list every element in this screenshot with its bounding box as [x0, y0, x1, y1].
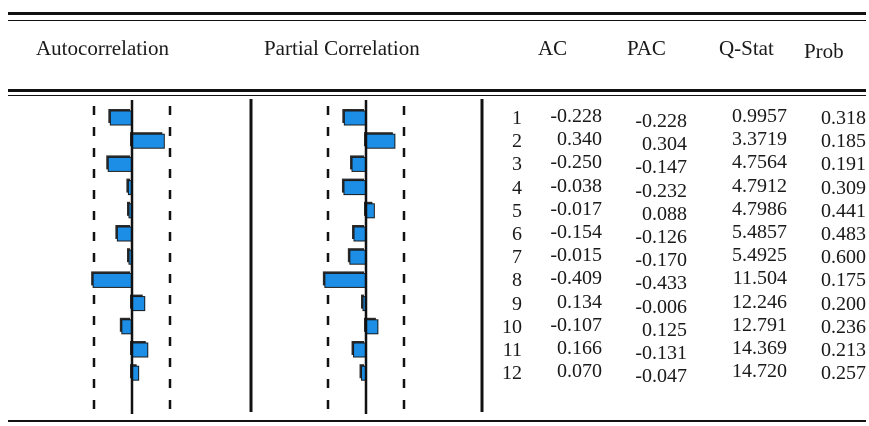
ac-bar-10	[121, 319, 133, 335]
pac-cell: -0.147	[635, 156, 687, 179]
q-stat-cell: 5.4857	[732, 221, 787, 243]
ac-cell: 0.070	[557, 360, 602, 383]
top-rule-thin	[8, 20, 866, 21]
bottom-rule	[8, 420, 866, 422]
lag-cell: 3	[512, 153, 522, 176]
ac-cell: -0.250	[550, 151, 602, 174]
pac-bar-1	[343, 110, 367, 126]
q-stat-cell: 3.3719	[732, 128, 787, 151]
ac-cell: 0.134	[557, 290, 602, 313]
header-rule-thick	[8, 89, 866, 92]
lag-cell: 1	[512, 107, 522, 129]
pac-cell: 0.125	[642, 318, 687, 341]
q-stat-cell: 4.7912	[732, 174, 787, 197]
ac-bar-8	[92, 272, 133, 288]
prob-cell: 0.600	[821, 246, 866, 269]
header-partial-correlation: Partial Correlation	[264, 36, 420, 60]
ac-cell: 0.340	[557, 128, 602, 151]
ac-cell: -0.017	[550, 197, 602, 220]
header-autocorrelation: Autocorrelation	[36, 36, 169, 60]
prob-cell: 0.236	[821, 315, 866, 338]
pac-cell: 0.088	[642, 202, 687, 225]
prob-cell: 0.483	[821, 223, 866, 245]
ac-cell: 0.166	[557, 337, 602, 359]
ac-bar-9	[131, 296, 146, 312]
ac-cell: -0.038	[550, 174, 602, 197]
header-ac: AC	[538, 36, 568, 60]
ac-bar-2	[131, 133, 165, 149]
pac-bar-4	[343, 180, 367, 196]
top-rule-thick	[8, 12, 866, 15]
prob-cell: 0.441	[821, 199, 866, 222]
lag-cell: 2	[512, 130, 522, 153]
ac-bar-1	[109, 110, 133, 126]
pac-bar-7	[349, 249, 367, 265]
pac-cell: -0.170	[635, 249, 687, 272]
ac-bar-6	[116, 226, 133, 242]
pac-cell: -0.433	[635, 272, 687, 295]
q-stat-cell: 12.791	[732, 313, 787, 336]
lag-cell: 9	[512, 292, 522, 315]
pac-bar-11	[353, 342, 367, 358]
q-stat-cell: 4.7986	[732, 197, 787, 220]
ac-cell: -0.409	[550, 267, 602, 290]
q-stat-cell: 12.246	[732, 290, 787, 313]
prob-cell: 0.175	[821, 269, 866, 292]
lag-cell: 4	[512, 176, 522, 199]
pac-bar-8	[324, 272, 367, 288]
ac-cell: -0.015	[550, 244, 602, 267]
pac-cell: -0.228	[635, 110, 687, 132]
prob-cell: 0.200	[821, 292, 866, 315]
ac-bar-11	[131, 342, 149, 358]
ac-bar-3	[107, 156, 133, 172]
pac-cell: -0.232	[635, 179, 687, 202]
q-stat-cell: 14.369	[732, 337, 787, 359]
prob-cell: 0.213	[821, 339, 866, 361]
pac-bar-6	[353, 226, 367, 242]
prob-cell: 0.318	[821, 107, 866, 129]
pac-cell: -0.006	[635, 295, 687, 318]
prob-cell: 0.191	[821, 153, 866, 176]
q-stat-cell: 11.504	[732, 267, 787, 290]
prob-cell: 0.257	[821, 362, 866, 385]
header-q-stat: Q-Stat	[719, 36, 774, 60]
lag-cell: 6	[512, 223, 522, 245]
pac-bar-2	[365, 133, 396, 149]
lag-cell: 11	[502, 339, 522, 361]
header-prob: Prob	[804, 39, 844, 63]
prob-cell: 0.185	[821, 130, 866, 153]
lag-cell: 7	[512, 246, 522, 269]
ac-cell: -0.154	[550, 221, 602, 243]
pac-cell: -0.126	[635, 226, 687, 248]
ac-cell: -0.107	[550, 313, 602, 336]
ac-cell: -0.228	[550, 105, 602, 127]
pac-cell: -0.047	[635, 365, 687, 388]
pac-cell: 0.304	[642, 133, 687, 156]
q-stat-cell: 0.9957	[732, 105, 787, 127]
prob-cell: 0.309	[821, 176, 866, 199]
header-pac: PAC	[627, 36, 666, 60]
header-rule-thin	[8, 95, 866, 96]
lag-cell: 8	[512, 269, 522, 292]
q-stat-cell: 4.7564	[732, 151, 787, 174]
pac-bar-5	[365, 203, 375, 219]
lag-cell: 12	[502, 362, 522, 385]
pac-bar-10	[365, 319, 379, 335]
lag-cell: 10	[502, 315, 522, 338]
q-stat-cell: 5.4925	[732, 244, 787, 267]
pac-bar-3	[351, 156, 367, 172]
q-stat-cell: 14.720	[732, 360, 787, 383]
lag-cell: 5	[512, 199, 522, 222]
pac-cell: -0.131	[635, 342, 687, 364]
